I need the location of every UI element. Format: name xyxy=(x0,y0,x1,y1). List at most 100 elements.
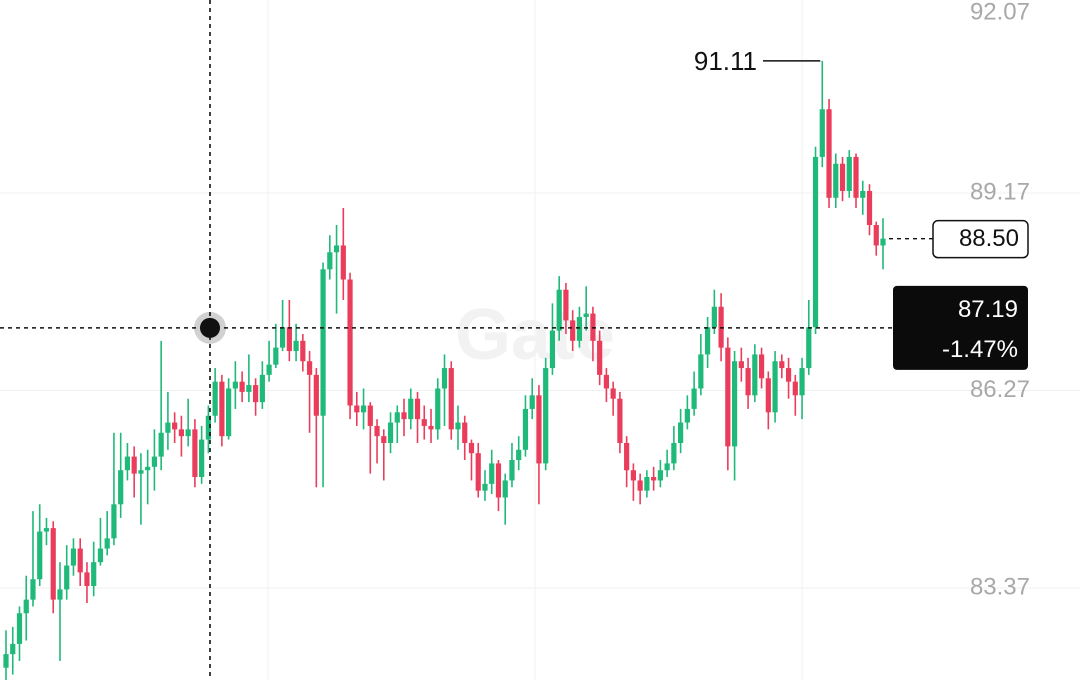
y-tick-label: 86.27 xyxy=(970,376,1030,403)
candle-body xyxy=(16,613,23,644)
y-tick-label: 89.17 xyxy=(970,178,1030,205)
candle-body xyxy=(367,405,373,426)
candle-body xyxy=(286,327,292,352)
candle-body xyxy=(293,340,299,352)
candle-body xyxy=(637,480,643,491)
candle-body xyxy=(158,432,164,457)
candle-body xyxy=(266,364,272,375)
candle-body xyxy=(138,470,144,474)
candle-body xyxy=(671,442,677,464)
candle-body xyxy=(657,470,663,481)
candle-body xyxy=(23,599,29,614)
candle-body xyxy=(178,429,184,437)
candle-body xyxy=(259,374,265,403)
candle-body xyxy=(502,480,508,498)
candle-body xyxy=(408,398,414,420)
candle-body xyxy=(799,368,805,396)
y-tick-label: 83.37 xyxy=(970,573,1030,600)
candle-body xyxy=(43,528,50,532)
candle-body xyxy=(279,327,286,348)
candle-body xyxy=(792,381,798,396)
candle-body xyxy=(239,381,245,392)
candle-body xyxy=(455,422,461,430)
candle-body xyxy=(394,412,400,423)
candle-body xyxy=(3,654,9,668)
candle-body xyxy=(745,368,751,396)
candle-body xyxy=(529,395,535,409)
crosshair-change-label: -1.47% xyxy=(942,336,1018,363)
candle-body xyxy=(664,463,670,471)
candle-body xyxy=(246,385,252,392)
candle-body xyxy=(381,436,387,443)
candle-body xyxy=(347,279,353,406)
candle-body xyxy=(576,316,583,341)
candle-body xyxy=(651,477,657,481)
candle-body xyxy=(711,306,717,328)
candle-body xyxy=(691,388,697,409)
candle-body xyxy=(563,289,569,321)
candle-body xyxy=(549,330,556,369)
crosshair-box xyxy=(893,285,1028,370)
candle-body xyxy=(516,449,522,461)
candle-body xyxy=(428,425,434,430)
candle-body xyxy=(752,354,758,396)
candle-body xyxy=(617,398,623,443)
candle-body xyxy=(327,252,333,270)
y-tick-label: 92.07 xyxy=(970,0,1030,25)
candle-body xyxy=(37,531,43,580)
candle-body xyxy=(165,422,171,433)
candle-body xyxy=(10,643,16,655)
candle-body xyxy=(509,460,515,481)
candle-body xyxy=(50,528,56,600)
candle-body xyxy=(441,368,448,389)
candle-body xyxy=(819,109,825,157)
candle-body xyxy=(77,548,83,573)
candle-body xyxy=(583,313,589,317)
candle-body xyxy=(313,374,319,416)
candle-body xyxy=(826,109,832,198)
candle-body xyxy=(212,381,218,416)
candle-body xyxy=(232,381,238,389)
candle-body xyxy=(644,477,650,491)
candle-body xyxy=(306,361,313,375)
candle-body xyxy=(860,190,866,198)
candle-body xyxy=(205,415,211,440)
candle-body xyxy=(118,470,124,505)
candle-body xyxy=(273,347,279,365)
candle-body xyxy=(475,453,481,491)
candle-body xyxy=(435,388,441,430)
candle-body xyxy=(624,442,630,471)
candles xyxy=(3,60,886,680)
candle-body xyxy=(765,378,771,413)
candle-body xyxy=(421,419,427,426)
candle-body xyxy=(806,327,812,369)
candle-body xyxy=(482,483,488,491)
candle-body xyxy=(556,289,562,331)
candle-body xyxy=(772,361,778,413)
candle-body xyxy=(495,463,502,498)
candle-body xyxy=(522,408,529,450)
last-price-box xyxy=(932,219,1029,259)
candle-body xyxy=(725,347,731,447)
crosshair-price-label: 87.19 xyxy=(958,296,1018,323)
candle-body xyxy=(489,463,495,484)
candle-body xyxy=(84,572,90,587)
candle-body xyxy=(779,361,785,369)
candle-body xyxy=(360,405,367,413)
candle-body xyxy=(401,412,407,420)
candle-body xyxy=(705,327,711,355)
candle-body xyxy=(64,565,70,590)
candle-body xyxy=(300,340,306,362)
max-label: 91.11 xyxy=(694,46,757,76)
candle-body xyxy=(57,589,63,600)
candle-body xyxy=(219,381,225,437)
candle-body xyxy=(866,190,873,226)
candle-body xyxy=(333,245,340,253)
candle-body xyxy=(684,408,690,423)
candle-body xyxy=(226,388,232,437)
candle-body xyxy=(199,439,205,478)
candle-body xyxy=(145,466,151,471)
candle-body xyxy=(192,429,198,478)
candle-body xyxy=(543,368,549,464)
